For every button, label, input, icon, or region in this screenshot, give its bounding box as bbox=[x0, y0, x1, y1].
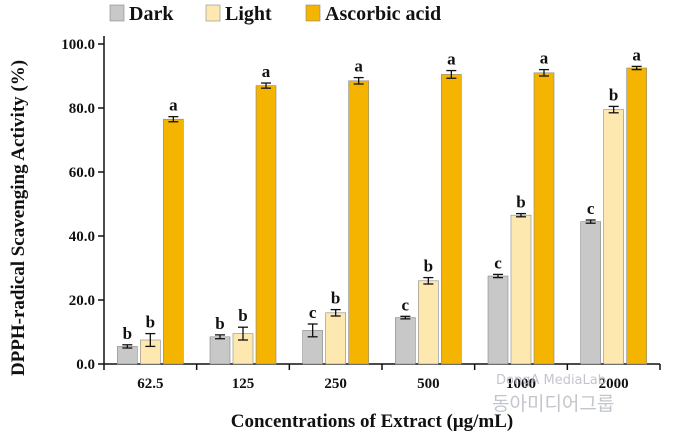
legend-label: Light bbox=[225, 3, 272, 25]
significance-label: a bbox=[540, 49, 549, 68]
y-axis-title: DPPH-radical Scavenging Activity (%) bbox=[8, 60, 29, 376]
significance-label: b bbox=[331, 289, 340, 308]
bar bbox=[603, 109, 624, 365]
significance-label: a bbox=[632, 45, 641, 64]
watermark-text-korean: 동아미디어그룹 bbox=[492, 393, 614, 415]
y-tick-label: 40.0 bbox=[69, 229, 95, 245]
significance-label: a bbox=[169, 96, 178, 115]
y-tick-label: 60.0 bbox=[69, 165, 95, 181]
x-tick-label: 125 bbox=[232, 376, 255, 392]
significance-label: c bbox=[587, 199, 595, 218]
bar bbox=[325, 312, 346, 365]
x-tick-label: 1000 bbox=[506, 376, 536, 392]
bar bbox=[348, 80, 369, 365]
significance-label: a bbox=[262, 62, 271, 81]
bar bbox=[163, 118, 184, 365]
significance-label: b bbox=[516, 193, 525, 212]
legend-swatch bbox=[205, 4, 221, 22]
x-tick-label: 2000 bbox=[599, 376, 629, 392]
bar bbox=[626, 67, 647, 365]
y-axis: 0.0 20.0 40.0 60.0 80.0 100.0 bbox=[61, 36, 105, 373]
bar bbox=[418, 280, 439, 365]
significance-label: b bbox=[424, 257, 433, 276]
y-tick-label: 100.0 bbox=[61, 37, 95, 53]
bar bbox=[209, 336, 231, 365]
significance-label: b bbox=[123, 324, 132, 343]
legend-swatch bbox=[305, 4, 321, 22]
significance-label: c bbox=[494, 253, 502, 272]
bar bbox=[117, 346, 138, 365]
y-tick-label: 0.0 bbox=[76, 357, 95, 373]
legend-label: Ascorbic acid bbox=[325, 3, 441, 25]
x-axis: 62.5 125 250 500 1000 2000 bbox=[103, 363, 661, 392]
x-tick-label: 250 bbox=[324, 376, 347, 392]
bar bbox=[255, 85, 277, 365]
significance-label: c bbox=[402, 295, 410, 314]
bar bbox=[487, 275, 509, 365]
y-tick-label: 80.0 bbox=[69, 101, 95, 117]
bar bbox=[441, 74, 462, 365]
significance-label: c bbox=[309, 303, 317, 322]
significance-label: a bbox=[354, 57, 363, 76]
x-tick-label: 62.5 bbox=[137, 376, 163, 392]
significance-label: b bbox=[146, 313, 155, 332]
y-tick-label: 20.0 bbox=[69, 293, 95, 309]
bar bbox=[580, 221, 601, 365]
significance-label: b bbox=[215, 314, 224, 333]
legend-swatch bbox=[109, 4, 125, 22]
bar bbox=[510, 214, 532, 365]
x-axis-title: Concentrations of Extract (μg/mL) bbox=[231, 411, 514, 432]
significance-label: b bbox=[238, 306, 247, 325]
bar bbox=[395, 317, 416, 365]
x-tick-label: 500 bbox=[417, 376, 440, 392]
legend-label: Dark bbox=[129, 3, 174, 25]
legend: Dark Light Ascorbic acid bbox=[109, 3, 441, 25]
bar bbox=[533, 72, 555, 365]
significance-label: a bbox=[447, 50, 456, 69]
significance-label: b bbox=[609, 85, 618, 104]
watermark-text: DongA MediaLab bbox=[496, 373, 606, 388]
